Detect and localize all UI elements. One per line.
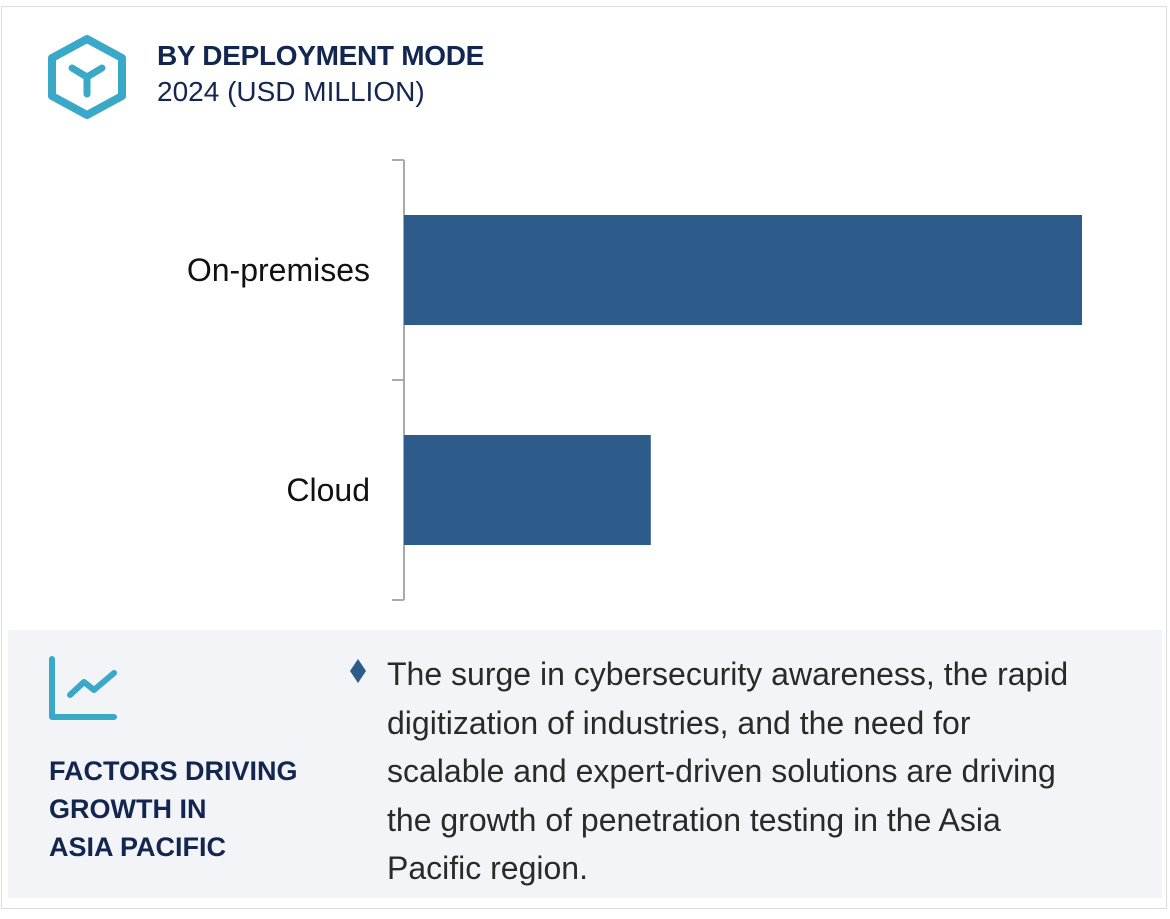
bullet-line: scalable and expert-driven solutions are… [387, 753, 1056, 789]
bullet-line: Pacific region. [387, 850, 588, 886]
factors-heading-line: FACTORS DRIVING [49, 756, 298, 786]
hexagon-y-icon [48, 35, 126, 119]
bullet-line: The surge in cybersecurity awareness, th… [387, 656, 1069, 692]
bar-on-premises [404, 215, 1082, 325]
bullet-line: the growth of penetration testing in the… [387, 801, 1001, 838]
factors-heading-line: GROWTH IN [49, 794, 207, 824]
factors-heading: FACTORS DRIVING GROWTH IN ASIA PACIFIC [49, 752, 298, 866]
factors-panel [8, 630, 1162, 898]
chart-title: BY DEPLOYMENT MODE [157, 40, 485, 71]
bar-cloud [404, 435, 651, 545]
diamond-bullet-icon [350, 659, 366, 683]
chart-subtitle: 2024 (USD MILLION) [157, 76, 425, 107]
factors-heading-line: ASIA PACIFIC [49, 832, 227, 862]
y-tick-label: Cloud [286, 472, 370, 508]
bar-chart: On-premises Cloud [187, 159, 1082, 601]
factor-bullet-text: The surge in cybersecurity awareness, th… [387, 650, 1147, 893]
bullet-line: digitization of industries, and the need… [387, 704, 971, 741]
y-tick-label: On-premises [187, 252, 370, 288]
trend-chart-icon [49, 656, 117, 720]
